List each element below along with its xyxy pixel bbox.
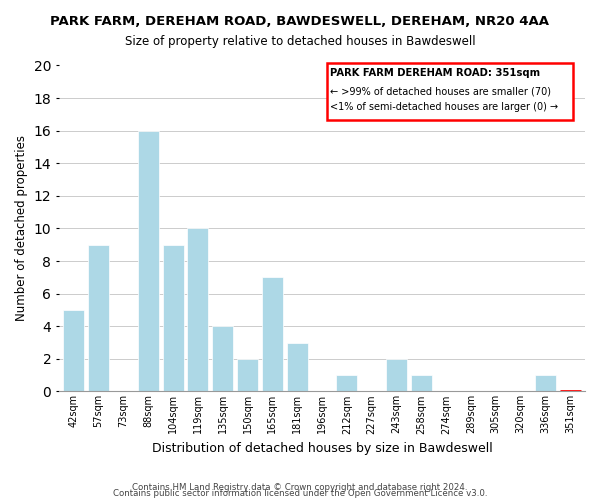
Bar [287,342,308,392]
Bar [187,228,208,392]
Bar [163,244,184,392]
Text: Contains HM Land Registry data © Crown copyright and database right 2024.: Contains HM Land Registry data © Crown c… [132,484,468,492]
X-axis label: Distribution of detached houses by size in Bawdeswell: Distribution of detached houses by size … [152,442,493,455]
Bar [262,278,283,392]
Text: PARK FARM, DEREHAM ROAD, BAWDESWELL, DEREHAM, NR20 4AA: PARK FARM, DEREHAM ROAD, BAWDESWELL, DER… [50,15,550,28]
Bar [237,359,258,392]
Bar [63,310,85,392]
Y-axis label: Number of detached properties: Number of detached properties [15,136,28,322]
Bar [386,359,407,392]
Text: Size of property relative to detached houses in Bawdeswell: Size of property relative to detached ho… [125,35,475,48]
Bar [212,326,233,392]
Text: Contains public sector information licensed under the Open Government Licence v3: Contains public sector information licen… [113,490,487,498]
Bar [138,130,159,392]
Bar [410,375,432,392]
Bar [88,244,109,392]
Bar [535,375,556,392]
Text: ← >99% of detached houses are smaller (70): ← >99% of detached houses are smaller (7… [330,86,551,97]
Text: <1% of semi-detached houses are larger (0) →: <1% of semi-detached houses are larger (… [330,102,558,113]
Text: PARK FARM DEREHAM ROAD: 351sqm: PARK FARM DEREHAM ROAD: 351sqm [330,68,540,78]
Bar [336,375,358,392]
